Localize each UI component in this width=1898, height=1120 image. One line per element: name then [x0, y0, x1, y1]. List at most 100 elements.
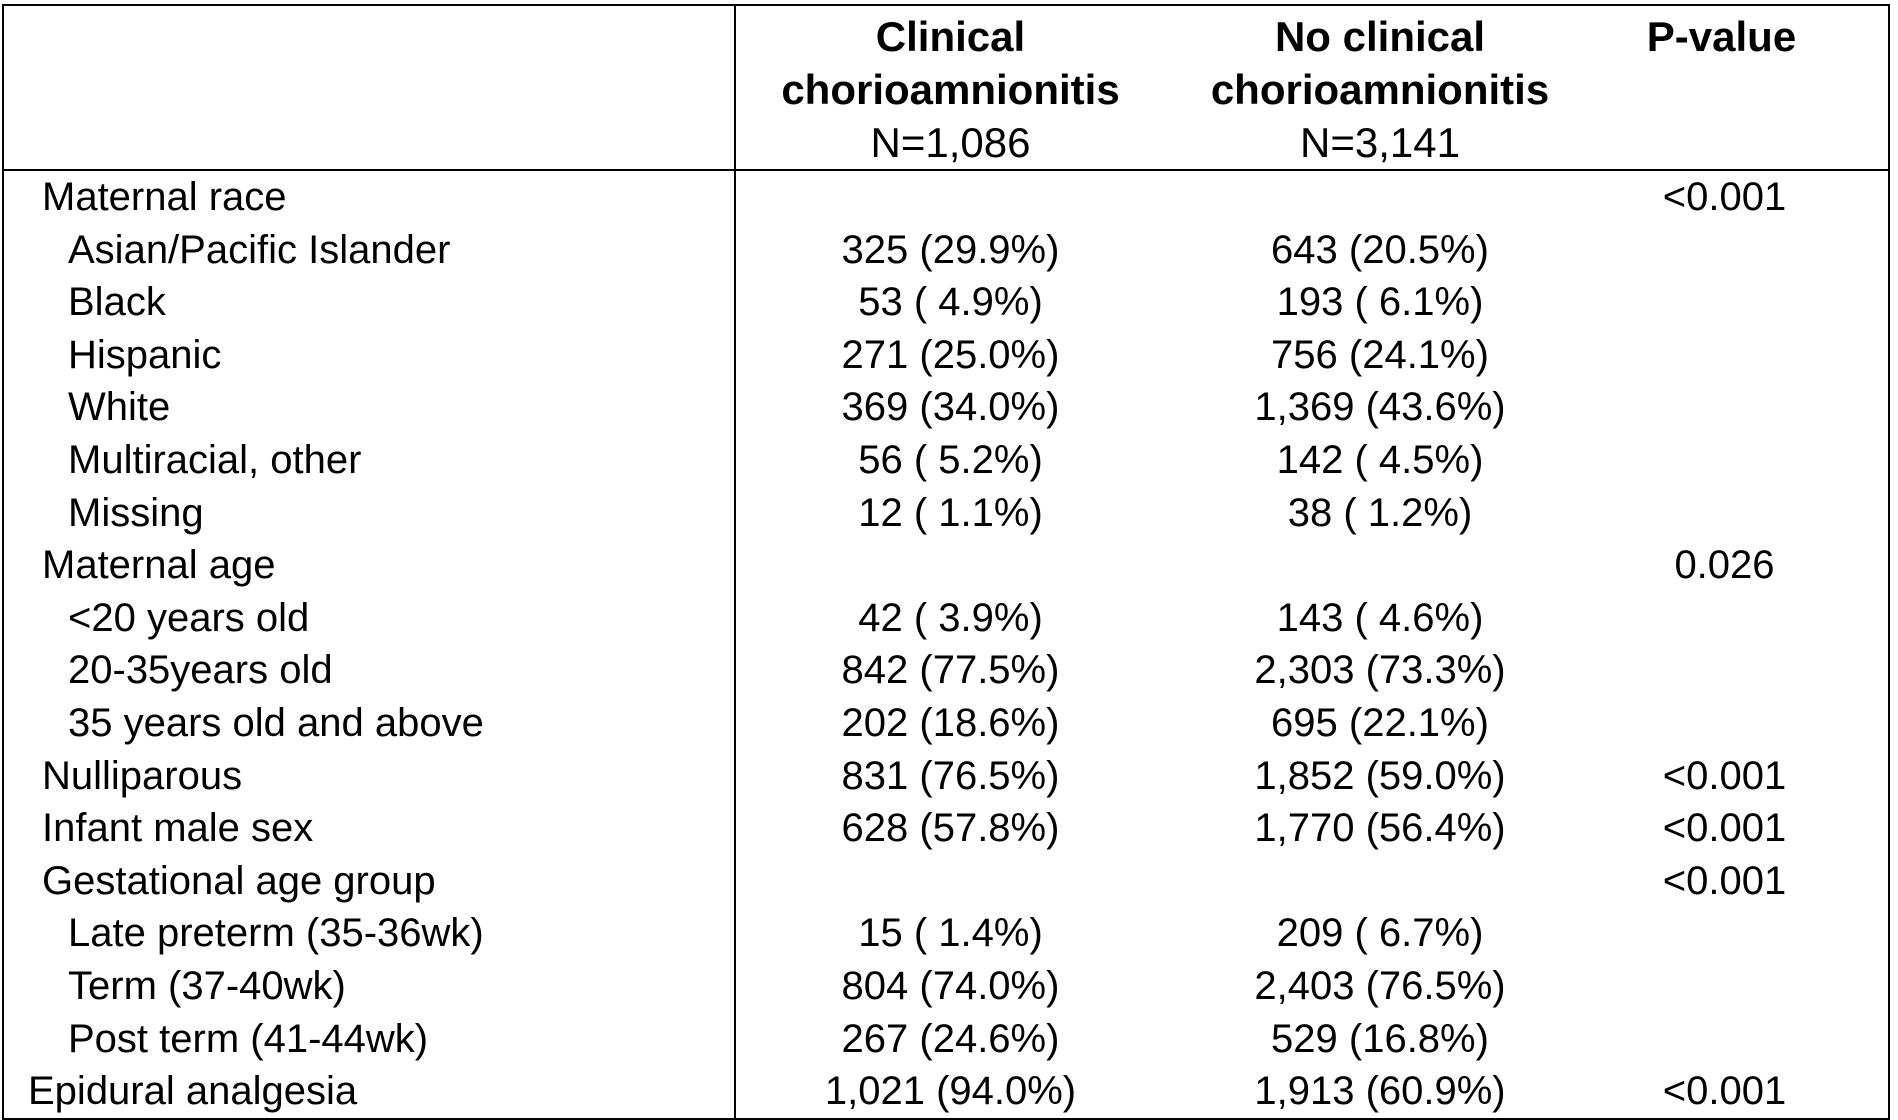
table-body: Maternal race <0.001 Asian/Pacific Islande… [3, 170, 1889, 1119]
cell-clinical: 369 (34.0%) [841, 385, 1060, 430]
header-no-clinical-chorioamnionitis: No clinical chorioamnionitis N=3,141 [1165, 5, 1595, 171]
row-label: Black [3, 276, 736, 329]
cell-p-value [1595, 1013, 1889, 1066]
cell-no-clinical: 2,303 (73.3%) [1254, 648, 1506, 693]
cell-no-clinical: 529 (16.8%) [1271, 1016, 1489, 1061]
cell-no-clinical: 142 ( 4.5%) [1276, 437, 1484, 482]
cell-clinical [735, 539, 1165, 592]
header-col1-line2: chorioamnionitis [781, 66, 1120, 113]
table-row: White 369 (34.0%) 1,369 (43.6%) [3, 381, 1889, 434]
header-p-value: P-value [1595, 5, 1889, 171]
row-label: Nulliparous [3, 749, 736, 803]
cell-p-value [1595, 329, 1889, 382]
header-col2-n: N=3,141 [1300, 119, 1460, 166]
cell-p-value [1595, 960, 1889, 1013]
cell-p-value: <0.001 [1662, 806, 1787, 851]
cell-p-value [1595, 644, 1889, 697]
table-row: Epidural analgesia 1,021 (94.0%) 1,913 (60… [3, 1065, 1889, 1119]
header-clinical-chorioamnionitis: Clinical chorioamnionitis N=1,086 [735, 5, 1165, 171]
row-label: 35 years old and above [3, 696, 736, 750]
cell-no-clinical: 38 ( 1.2%) [1287, 490, 1473, 535]
cell-p-value [1595, 487, 1889, 540]
table-row: Late preterm (35-36wk) 15 ( 1.4%) 209 ( 6.… [3, 907, 1889, 960]
table-header-row: Clinical chorioamnionitis N=1,086 No cli… [3, 5, 1889, 171]
header-col1-n: N=1,086 [870, 119, 1031, 166]
cell-clinical [735, 855, 1165, 908]
cell-p-value [1595, 381, 1889, 434]
cell-clinical: 325 (29.9%) [841, 227, 1060, 272]
row-label: Maternal race [3, 170, 736, 224]
row-label: White [3, 381, 736, 434]
cell-p-value [1595, 434, 1889, 487]
cell-no-clinical: 209 ( 6.7%) [1276, 911, 1484, 956]
cell-clinical: 56 ( 5.2%) [858, 437, 1043, 482]
table-row: Multiracial, other 56 ( 5.2%) 142 ( 4.5%) [3, 433, 1889, 487]
row-label: Post term (41-44wk) [3, 1012, 736, 1066]
table-row: Post term (41-44wk) 267 (24.6%) 529 (16.8%… [3, 1012, 1889, 1066]
row-label: Maternal age [3, 539, 736, 592]
cell-no-clinical [1165, 170, 1595, 224]
cell-clinical: 267 (24.6%) [841, 1016, 1060, 1061]
row-label: Hispanic [3, 328, 736, 382]
header-col1-line1: Clinical [875, 13, 1026, 60]
cell-no-clinical: 143 ( 4.6%) [1276, 595, 1484, 640]
cell-no-clinical: 193 ( 6.1%) [1276, 280, 1484, 325]
row-label: Late preterm (35-36wk) [3, 907, 736, 960]
table-row: Asian/Pacific Islander 325 (29.9%) 643 (20… [3, 223, 1889, 277]
header-col2-line1: No clinical [1274, 13, 1486, 60]
cell-clinical: 628 (57.8%) [841, 806, 1060, 851]
cell-clinical: 15 ( 1.4%) [858, 911, 1043, 956]
cell-p-value: <0.001 [1662, 1069, 1787, 1114]
cell-no-clinical: 1,913 (60.9%) [1254, 1069, 1506, 1114]
row-label: Asian/Pacific Islander [3, 223, 736, 277]
cell-p-value: <0.001 [1662, 858, 1787, 903]
table-row: Nulliparous 831 (76.5%) 1,852 (59.0%) <0.00… [3, 749, 1889, 803]
table-row: Hispanic 271 (25.0%) 756 (24.1%) [3, 328, 1889, 382]
table-row: Missing 12 ( 1.1%) 38 ( 1.2%) [3, 486, 1889, 540]
cell-no-clinical [1165, 539, 1595, 592]
cell-p-value [1595, 592, 1889, 645]
row-label: Gestational age group [3, 854, 736, 908]
table-row: Gestational age group <0.001 [3, 854, 1889, 908]
header-col2-line2: chorioamnionitis [1210, 66, 1550, 113]
cell-clinical: 202 (18.6%) [841, 700, 1060, 745]
cell-clinical: 42 ( 3.9%) [858, 595, 1043, 640]
cell-no-clinical: 756 (24.1%) [1271, 332, 1489, 377]
cell-p-value: <0.001 [1662, 175, 1787, 219]
table-row: Term (37-40wk) 804 (74.0%) 2,403 (76.5%) [3, 959, 1889, 1013]
cell-clinical: 53 ( 4.9%) [858, 280, 1043, 325]
table-row: Black 53 ( 4.9%) 193 ( 6.1%) [3, 276, 1889, 329]
row-label: Multiracial, other [3, 433, 736, 487]
cell-p-value: 0.026 [1674, 543, 1775, 588]
table-row: <20 years old 42 ( 3.9%) 143 ( 4.6%) [3, 591, 1889, 645]
cell-no-clinical [1165, 855, 1595, 908]
cell-p-value [1595, 697, 1889, 750]
row-label: Term (37-40wk) [3, 959, 736, 1013]
table-row: 20-35years old 842 (77.5%) 2,303 (73.3%) [3, 644, 1889, 697]
cell-no-clinical: 1,770 (56.4%) [1254, 806, 1506, 851]
cell-clinical: 12 ( 1.1%) [858, 490, 1043, 535]
row-label: Epidural analgesia [3, 1065, 736, 1119]
row-label: 20-35years old [3, 644, 736, 697]
table-row: Maternal age 0.026 [3, 539, 1889, 592]
table-row: Infant male sex 628 (57.8%) 1,770 (56.4%) <… [3, 802, 1889, 855]
characteristics-table: Clinical chorioamnionitis N=1,086 No cli… [2, 4, 1890, 1120]
cell-no-clinical: 643 (20.5%) [1271, 227, 1489, 272]
cell-no-clinical: 2,403 (76.5%) [1254, 963, 1506, 1008]
cell-p-value [1595, 224, 1889, 277]
cell-no-clinical: 695 (22.1%) [1271, 700, 1489, 745]
cell-clinical: 1,021 (94.0%) [824, 1069, 1077, 1114]
cell-clinical: 842 (77.5%) [841, 648, 1060, 693]
row-label: Infant male sex [3, 802, 736, 855]
row-label: Missing [3, 486, 736, 540]
cell-p-value: <0.001 [1662, 753, 1787, 798]
row-label: <20 years old [3, 591, 736, 645]
header-p-value-label: P-value [1646, 13, 1797, 60]
cell-clinical: 831 (76.5%) [841, 753, 1060, 798]
cell-no-clinical: 1,369 (43.6%) [1254, 385, 1506, 430]
cell-no-clinical: 1,852 (59.0%) [1254, 753, 1506, 798]
cell-clinical: 271 (25.0%) [841, 332, 1060, 377]
cell-p-value [1595, 276, 1889, 329]
cell-clinical: 804 (74.0%) [841, 963, 1060, 1008]
cell-clinical [735, 170, 1165, 224]
